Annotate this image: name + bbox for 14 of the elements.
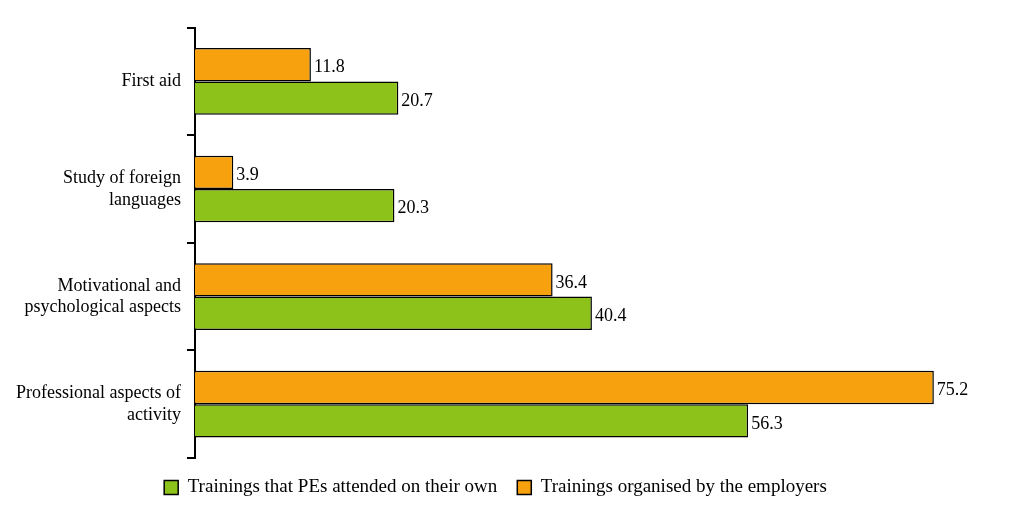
data-label: 40.4 [594,305,627,326]
y-tick-label: Motivational and psychological aspects [24,274,181,317]
data-label: 11.8 [313,56,345,77]
data-label: 75.2 [936,379,969,400]
legend-label: Trainings organised by the employers [540,475,827,497]
data-label: 36.4 [555,271,588,292]
data-label: 3.9 [236,164,259,185]
data-label: 20.7 [401,89,433,110]
legend-label: Trainings that PEs attended on their own [187,475,498,497]
data-label: 56.3 [751,412,783,433]
y-tick-label: Study of foreign languages [62,166,181,209]
data-label: 20.3 [397,197,429,218]
y-tick-label: Professional aspects of activity [15,382,181,424]
y-tick-label: First aid [121,70,181,91]
